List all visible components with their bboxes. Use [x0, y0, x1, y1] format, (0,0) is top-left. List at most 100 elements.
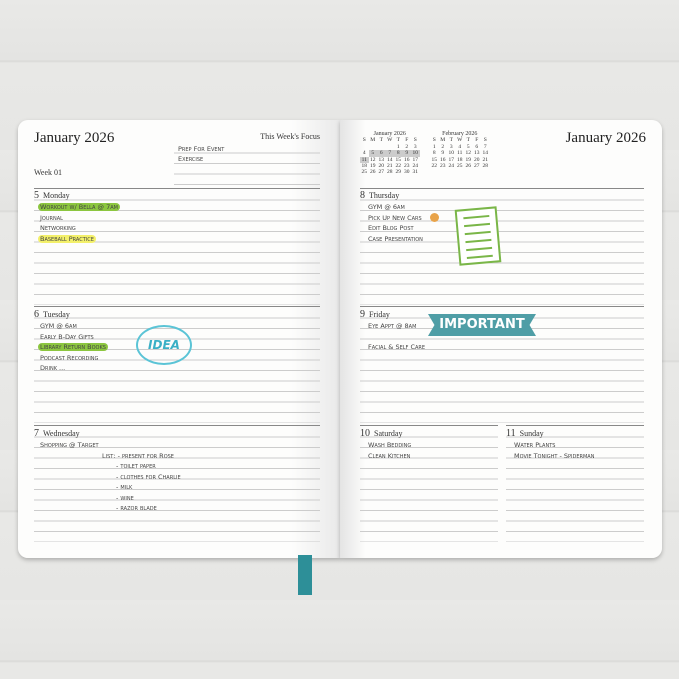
week-label: Week 01 [34, 168, 63, 177]
calendar-day[interactable]: 14 [482, 150, 489, 157]
calendar-day[interactable]: 28 [387, 169, 393, 176]
weekday-header: T [449, 137, 453, 144]
list-item: Shopping @ Target [40, 441, 99, 449]
calendar-day[interactable]: 23 [440, 163, 446, 170]
calendar-day[interactable]: 6 [475, 143, 479, 150]
weekday-header: T [379, 137, 383, 144]
calendar-day[interactable]: 1 [396, 143, 400, 150]
calendar-day[interactable]: 15 [431, 156, 438, 163]
calendar-day[interactable]: 16 [404, 156, 410, 163]
list-item: Clean Kitchen [368, 451, 411, 460]
calendar-day[interactable]: 2 [405, 143, 409, 150]
calendar-day[interactable]: 27 [474, 163, 480, 170]
calendar-day[interactable]: 24 [412, 163, 419, 170]
divider [34, 425, 320, 426]
calendar-day[interactable]: 12 [465, 150, 472, 157]
weekday-header: W [457, 137, 463, 144]
calendar-day[interactable]: 18 [457, 156, 463, 163]
calendar-day[interactable]: 3 [449, 143, 453, 150]
calendar-day[interactable]: 20 [378, 163, 385, 170]
calendar-day[interactable]: 31 [412, 169, 419, 176]
document-sticker-icon [454, 206, 502, 266]
calendar-day[interactable]: 13 [474, 150, 480, 157]
calendar-day[interactable]: 25 [457, 163, 463, 170]
calendar-day[interactable]: 2 [441, 143, 445, 150]
calendar-day[interactable]: 27 [378, 169, 385, 176]
calendar-day[interactable]: 8 [432, 150, 436, 157]
calendar-day[interactable]: 19 [370, 163, 376, 170]
calendar-day[interactable]: 11 [360, 156, 369, 164]
mini-calendar-title: February 2026 [442, 131, 478, 137]
divider [360, 188, 644, 189]
calendar-day[interactable]: 4 [362, 150, 366, 157]
list-item: Water Plants [514, 441, 556, 449]
calendar-day[interactable]: 17 [448, 156, 455, 163]
calendar-day[interactable]: 7 [483, 143, 487, 150]
weekday-header: S [413, 137, 417, 144]
calendar-day[interactable]: 21 [387, 163, 393, 170]
calendar-day[interactable]: 21 [482, 156, 489, 163]
weekday-header: T [466, 137, 470, 144]
calendar-day[interactable]: 9 [441, 150, 445, 157]
day-header-friday: 9 Friday [360, 309, 390, 320]
smiley-sticker-icon [430, 213, 439, 222]
calendar-day[interactable]: 13 [378, 156, 385, 163]
bookmark-ribbon[interactable] [298, 555, 312, 595]
list-item: Baseball Practice [38, 234, 96, 243]
calendar-day[interactable]: 9 [402, 150, 411, 157]
ruled-lines [506, 427, 644, 542]
calendar-day[interactable]: 28 [482, 163, 489, 170]
calendar-day[interactable]: 26 [465, 163, 472, 170]
calendar-day[interactable]: 4 [458, 143, 462, 150]
calendar-day[interactable]: 5 [368, 150, 377, 157]
calendar-day[interactable]: 1 [432, 143, 436, 150]
calendar-day[interactable]: 23 [404, 163, 410, 170]
calendar-day[interactable]: 8 [394, 150, 403, 157]
divider [360, 425, 498, 426]
calendar-day[interactable]: 6 [377, 150, 386, 157]
calendar-day[interactable]: 19 [465, 156, 472, 163]
calendar-day[interactable]: 17 [412, 156, 419, 163]
list-item: Case Presentation [368, 234, 423, 243]
focus-item: Prep For Event [178, 145, 225, 153]
divider [360, 306, 644, 307]
calendar-day[interactable]: 3 [413, 143, 417, 150]
calendar-day[interactable]: 20 [474, 156, 480, 163]
ruled-lines [34, 427, 320, 542]
list-item: Podcast Recording [40, 353, 99, 362]
mini-calendar-february: February 2026 S M T W T F S 1 2 3 4 5 6 7 8 9 10 11 12 13 14 1… [430, 131, 490, 169]
calendar-day[interactable]: 24 [448, 163, 455, 170]
calendar-day[interactable]: 10 [448, 150, 455, 157]
calendar-day[interactable]: 22 [395, 163, 402, 170]
calendar-day[interactable]: 29 [395, 169, 402, 176]
planner-left-page: January 2026 This Week's Focus Prep For … [18, 120, 340, 558]
day-header-wednesday: 7 Wednesday [34, 428, 80, 439]
calendar-day[interactable]: 22 [431, 163, 438, 170]
weekday-header: M [440, 137, 446, 144]
list-item: Wash Bedding [368, 441, 412, 449]
calendar-day[interactable]: 15 [395, 156, 402, 163]
calendar-day[interactable]: 18 [361, 163, 368, 170]
page-title: January 2026 [565, 130, 646, 146]
list-item: Edit Blog Post [368, 224, 414, 232]
important-sticker: IMPORTANT [428, 314, 536, 336]
ruled-lines [360, 427, 498, 542]
focus-item: Exercise [178, 155, 204, 163]
day-header-tuesday: 6 Tuesday [34, 309, 70, 320]
list-item: Drink ... [40, 364, 66, 372]
calendar-day[interactable]: 7 [385, 150, 394, 157]
calendar-day[interactable]: 12 [370, 156, 376, 163]
calendar-day[interactable]: 26 [370, 169, 376, 176]
calendar-day[interactable]: 11 [457, 150, 463, 157]
list-item: - wine [116, 493, 134, 502]
calendar-day[interactable]: 25 [361, 169, 368, 176]
calendar-day[interactable]: 10 [411, 150, 420, 157]
calendar-day[interactable]: 30 [404, 169, 410, 176]
weekday-header: F [405, 137, 409, 144]
calendar-day[interactable]: 5 [466, 143, 470, 150]
list-item: Networking [40, 224, 76, 232]
list-item: Pick Up New Cars [368, 213, 422, 222]
calendar-day[interactable]: 16 [440, 156, 446, 163]
list-item: Movie Tonight - Spiderman [514, 451, 595, 460]
calendar-day[interactable]: 14 [387, 156, 393, 163]
